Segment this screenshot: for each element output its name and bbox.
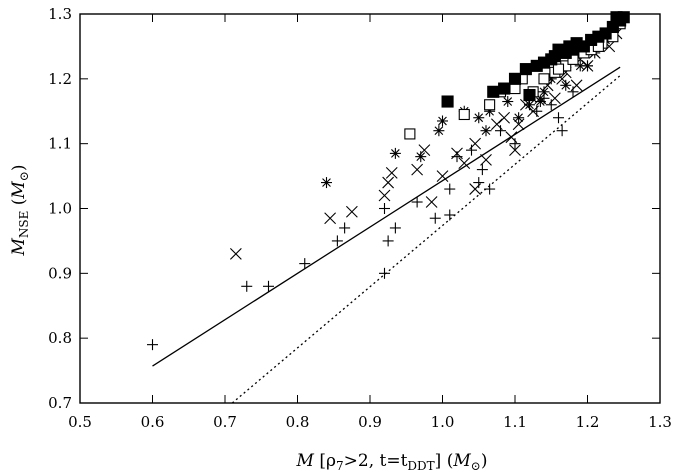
data-point-plus (389, 222, 401, 234)
data-point-plus (241, 280, 253, 292)
x-tick-label: 0.6 (141, 413, 165, 431)
data-point-plus (429, 212, 441, 224)
data-point-filled-square (487, 85, 500, 98)
data-point-cross (570, 79, 583, 92)
data-point-cross (411, 163, 424, 176)
data-point-asterisk (389, 147, 401, 159)
y-tick-label: 1.2 (48, 70, 72, 88)
x-tick-label: 0.7 (213, 413, 237, 431)
data-point-cross (385, 166, 398, 179)
x-tick-label: 1.2 (576, 413, 600, 431)
data-point-open-square (509, 83, 521, 95)
data-point-asterisk (502, 96, 514, 108)
data-point-plus (553, 112, 564, 124)
data-point-plus (556, 125, 568, 137)
data-point-asterisk (560, 79, 572, 91)
data-point-open-square (458, 108, 470, 121)
data-point-cross (451, 147, 463, 160)
data-point-asterisk (534, 96, 546, 108)
x-tick-label: 1.1 (503, 413, 527, 431)
x-tick-label: 1.0 (431, 413, 455, 431)
data-point-asterisk (321, 177, 332, 189)
data-point-plus (495, 125, 506, 137)
data-point-plus (299, 258, 311, 270)
data-point-cross (458, 157, 471, 170)
data-point-filled-square (610, 11, 623, 24)
data-point-asterisk (513, 112, 525, 124)
fit-line-dotted (231, 75, 621, 404)
data-point-filled-square (441, 95, 454, 108)
data-point-asterisk (538, 86, 550, 98)
data-point-plus (339, 222, 351, 234)
data-point-filled-square (519, 63, 532, 76)
data-point-cross (345, 205, 358, 218)
fit-line-solid (152, 66, 621, 367)
data-point-cross (480, 153, 492, 166)
data-point-cross (469, 183, 482, 195)
data-point-asterisk (433, 125, 445, 137)
data-point-plus (466, 144, 477, 156)
data-point-plus (473, 177, 485, 189)
y-tick-label: 1.1 (48, 135, 72, 153)
data-point-plus (382, 235, 394, 247)
data-point-plus (444, 209, 456, 221)
x-tick-label: 1.3 (648, 413, 672, 431)
data-point-cross (378, 189, 391, 202)
x-tick-label: 0.5 (68, 413, 92, 431)
data-point-asterisk (415, 151, 427, 163)
data-point-asterisk (480, 125, 492, 137)
data-point-filled-square (599, 27, 612, 40)
data-point-plus (379, 203, 390, 214)
data-point-cross (425, 196, 438, 208)
data-point-plus (379, 267, 390, 279)
data-point-plus (545, 99, 557, 111)
data-point-plus (476, 164, 488, 176)
data-point-cross (509, 144, 521, 157)
data-point-plus (331, 235, 343, 247)
data-point-open-square (538, 73, 550, 85)
data-point-cross (469, 137, 482, 150)
data-point-filled-square (548, 50, 561, 63)
data-point-asterisk (437, 115, 448, 127)
data-point-plus (509, 138, 521, 150)
data-point-cross (548, 92, 561, 105)
data-point-filled-square (523, 88, 536, 102)
data-point-plus (147, 339, 158, 351)
data-point-asterisk (582, 60, 593, 72)
data-point-cross (324, 212, 337, 225)
data-point-open-square (484, 99, 496, 111)
data-point-plus (567, 86, 579, 98)
data-point-filled-square (566, 43, 580, 56)
plot-area (147, 11, 630, 404)
data-point-asterisk (524, 99, 535, 111)
x-tick-label: 0.8 (286, 413, 310, 431)
data-point-open-square (552, 63, 565, 75)
data-point-cross (436, 170, 449, 182)
data-point-cross (382, 176, 395, 189)
axis-ticks: 0.5 0.6 0.7 0.8 0.9 1.0 1.1 1.2 1.3 0.7 0.8 0.9 1.0 1… (48, 5, 672, 431)
data-point-plus (411, 196, 423, 208)
data-point-cross (229, 247, 242, 260)
y-tick-label: 1.0 (48, 200, 72, 218)
y-tick-label: 0.8 (48, 329, 72, 347)
y-tick-label: 0.9 (48, 264, 72, 282)
x-axis-label: M [ρ7>2, t=tDDT] (M⊙) (296, 451, 488, 473)
data-point-cross (498, 111, 511, 124)
x-tick-label: 0.9 (358, 413, 382, 431)
plot-frame (79, 13, 661, 404)
data-point-filled-square (498, 82, 511, 95)
data-point-plus (444, 183, 456, 195)
y-tick-label: 0.7 (48, 394, 72, 412)
data-point-open-square (404, 128, 416, 140)
data-point-cross (512, 118, 525, 131)
data-point-filled-square (508, 72, 522, 85)
data-point-asterisk (473, 112, 485, 124)
y-axis-label: MNSE (M⊙) (9, 164, 31, 256)
y-tick-label: 1.3 (48, 5, 72, 23)
data-point-plus (263, 280, 274, 292)
